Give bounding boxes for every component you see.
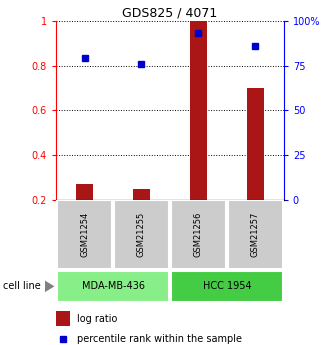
Text: GSM21256: GSM21256: [194, 212, 203, 257]
Bar: [190, 21, 207, 200]
Bar: [57, 200, 112, 269]
Text: percentile rank within the sample: percentile rank within the sample: [77, 334, 242, 344]
Text: cell line: cell line: [3, 282, 41, 291]
Bar: [247, 88, 264, 200]
Text: log ratio: log ratio: [77, 314, 117, 324]
Text: GSM21257: GSM21257: [251, 212, 260, 257]
Bar: [171, 200, 226, 269]
Bar: [133, 189, 150, 200]
Bar: [57, 271, 169, 302]
Text: GSM21254: GSM21254: [80, 212, 89, 257]
Bar: [228, 200, 283, 269]
Bar: [171, 271, 283, 302]
Bar: [56, 311, 70, 326]
Bar: [76, 184, 93, 200]
Text: MDA-MB-436: MDA-MB-436: [82, 282, 145, 291]
Polygon shape: [45, 280, 54, 293]
Text: HCC 1954: HCC 1954: [203, 282, 251, 291]
Bar: [114, 200, 169, 269]
Title: GDS825 / 4071: GDS825 / 4071: [122, 7, 217, 20]
Text: GSM21255: GSM21255: [137, 212, 146, 257]
